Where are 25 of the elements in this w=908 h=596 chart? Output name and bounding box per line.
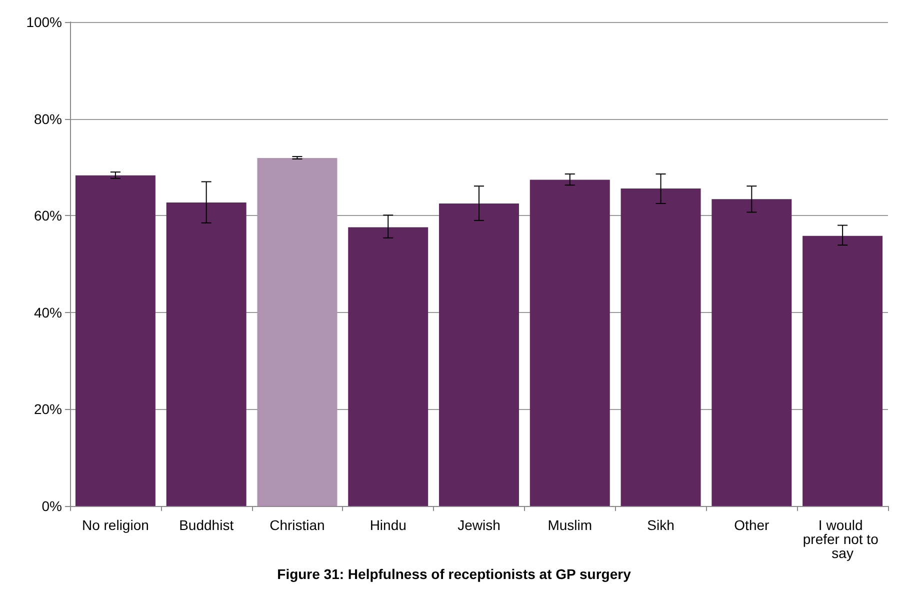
- x-tick-label: Hindu: [370, 517, 406, 533]
- y-tick-label: 80%: [34, 110, 62, 127]
- x-tick-label: I would prefer not to say: [802, 517, 882, 561]
- y-tick-label: 20%: [34, 401, 62, 418]
- bar: [257, 158, 338, 506]
- x-tick-label: Christian: [270, 517, 325, 533]
- bar: [620, 188, 701, 506]
- bar: [348, 227, 428, 506]
- y-tick-label: 40%: [34, 304, 62, 320]
- text: Figure 31: Helpfulness of receptionists at GP surgery: [277, 566, 632, 582]
- y-tick-label: 60%: [34, 208, 62, 224]
- bar: [166, 202, 246, 506]
- x-tick-label: Buddhist: [179, 517, 234, 533]
- bar: [439, 204, 519, 506]
- x-tick-label: Jewish: [458, 517, 500, 533]
- y-tick-label: 100%: [26, 14, 62, 30]
- bar: [530, 180, 610, 506]
- x-tick-label: Sikh: [647, 517, 674, 533]
- bar: [802, 236, 883, 506]
- x-tick-label: Muslim: [548, 517, 592, 533]
- x-tick-label: Other: [734, 517, 770, 533]
- y-tick-label: 0%: [42, 498, 62, 514]
- bar: [712, 199, 792, 506]
- bar: [75, 175, 156, 506]
- x-tick-label: No religion: [82, 517, 149, 533]
